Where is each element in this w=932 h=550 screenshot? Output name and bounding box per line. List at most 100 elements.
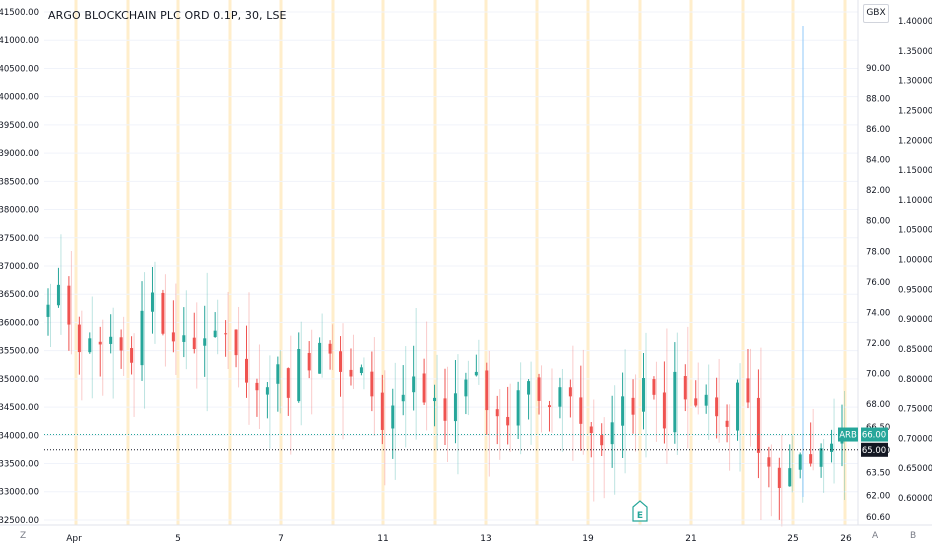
candle-body: [830, 443, 834, 452]
arb-series-label: ARB: [839, 431, 857, 441]
candle-body: [547, 405, 551, 408]
candle-body: [610, 422, 614, 445]
middle-axis-tick-label: 76.00: [866, 278, 890, 288]
candle-body: [694, 398, 698, 406]
time-axis-tick-label: 7: [278, 534, 284, 544]
candle-body: [370, 371, 374, 397]
right-axis-tick-label: 1.40000: [898, 17, 932, 27]
left-axis-tick-label: 41000.00: [0, 36, 39, 46]
left-axis-tick-label: 36000.00: [0, 318, 39, 328]
candle-body: [265, 387, 269, 395]
right-axis-tick-label: 0.90000: [898, 315, 932, 325]
time-axis-tick-label: 13: [480, 534, 491, 544]
candle-body: [130, 348, 134, 363]
session-bands: [74, 0, 847, 525]
candle-body: [725, 420, 729, 427]
right-axis-tick-label: 0.80000: [898, 375, 932, 385]
time-axis-tick-label: 19: [582, 534, 594, 544]
left-axis-tick-label: 36500.00: [0, 290, 39, 300]
candle-body: [161, 292, 165, 334]
candle-body: [349, 369, 353, 377]
left-axis-tick-label: 38500.00: [0, 177, 39, 187]
candle-body: [558, 387, 562, 407]
zoom-button[interactable]: Z: [20, 531, 27, 541]
right-axis-tick-label: 1.15000: [898, 166, 932, 176]
session-band: [535, 0, 539, 525]
candle-series: [46, 26, 845, 527]
candle-body: [767, 457, 771, 467]
candle-body: [255, 382, 259, 391]
candle-body: [746, 378, 750, 403]
candle-body: [433, 397, 437, 402]
left-axis-tick-label: 34500.00: [0, 403, 39, 413]
candle-body: [809, 454, 813, 464]
candle-body: [642, 378, 645, 412]
candle-body: [736, 382, 740, 431]
session-band: [791, 0, 795, 525]
middle-axis-tick-label: 90.00: [866, 64, 890, 74]
session-band: [74, 0, 78, 525]
time-axis-tick-label: 21: [685, 534, 696, 544]
left-axis-tick-label: 39500.00: [0, 121, 39, 131]
middle-axis-tick-label: 70.00: [866, 369, 890, 379]
time-axis-tick-label: 26: [840, 534, 852, 544]
time-axis-tick-label: Apr: [66, 534, 82, 544]
middle-axis-tick-label: 84.00: [866, 156, 890, 166]
candle-body: [495, 409, 499, 417]
candle-body: [798, 454, 802, 470]
time-axis-tick-label: 25: [787, 534, 798, 544]
right-axis-tick-label: 1.25000: [898, 106, 932, 116]
log-scale-button[interactable]: B: [910, 531, 917, 541]
candle-body: [171, 332, 175, 342]
middle-axis-tick-label: 74.00: [866, 308, 890, 318]
session-band: [689, 0, 693, 525]
middle-axis-tick-label: 72.00: [866, 339, 890, 349]
candle-body: [683, 376, 687, 400]
right-axis-tick-label: 0.85000: [898, 345, 932, 355]
session-band: [228, 0, 232, 525]
candle-body: [819, 448, 823, 467]
candle-body: [224, 333, 228, 335]
left-axis-tick-label: 33000.00: [0, 488, 39, 498]
right-axis-tick-label: 1.35000: [898, 47, 932, 57]
left-axis-tick-label: 41500.00: [0, 8, 39, 18]
session-band: [484, 0, 488, 525]
left-axis-tick-label: 37000.00: [0, 262, 39, 272]
candle-body: [245, 358, 248, 383]
candle-body: [359, 367, 363, 374]
currency-button[interactable]: GBX: [863, 4, 889, 23]
session-band: [381, 0, 385, 525]
earnings-marker-label: E: [637, 511, 643, 521]
candle-body: [756, 397, 760, 453]
left-axis-tick-label: 37500.00: [0, 234, 39, 244]
candle-body: [56, 284, 60, 306]
arb-price-value: 66.00: [862, 431, 886, 441]
middle-axis-tick-label: 68.00: [866, 400, 890, 410]
current-price-value: 65.00: [862, 446, 886, 456]
candle-body: [464, 379, 468, 397]
earnings-marker: E: [632, 500, 648, 522]
candle-body: [318, 342, 322, 374]
auto-scale-button[interactable]: A: [872, 531, 879, 541]
candle-body: [401, 394, 405, 402]
middle-axis-tick-label: 86.00: [866, 125, 890, 135]
candle-body: [297, 349, 301, 402]
right-axis-tick-label: 0.70000: [898, 434, 932, 444]
middle-axis-tick-label: 60.60: [866, 513, 890, 523]
candle-body: [234, 329, 238, 356]
left-axis-tick-label: 35500.00: [0, 347, 39, 357]
candle-body: [328, 343, 332, 354]
candle-body: [788, 468, 792, 487]
chart-title: ARGO BLOCKCHAIN PLC ORD 0.1P, 30, LSE: [48, 9, 287, 22]
arb-price-badge: [861, 427, 888, 442]
middle-axis-tick-label: 88.00: [866, 95, 890, 105]
candle-body: [213, 330, 217, 338]
candle-body: [88, 338, 92, 353]
candle-body: [777, 467, 781, 488]
candle-body: [568, 387, 572, 397]
middle-axis-tick-label: 62.00: [866, 492, 890, 502]
candle-body: [67, 285, 71, 325]
